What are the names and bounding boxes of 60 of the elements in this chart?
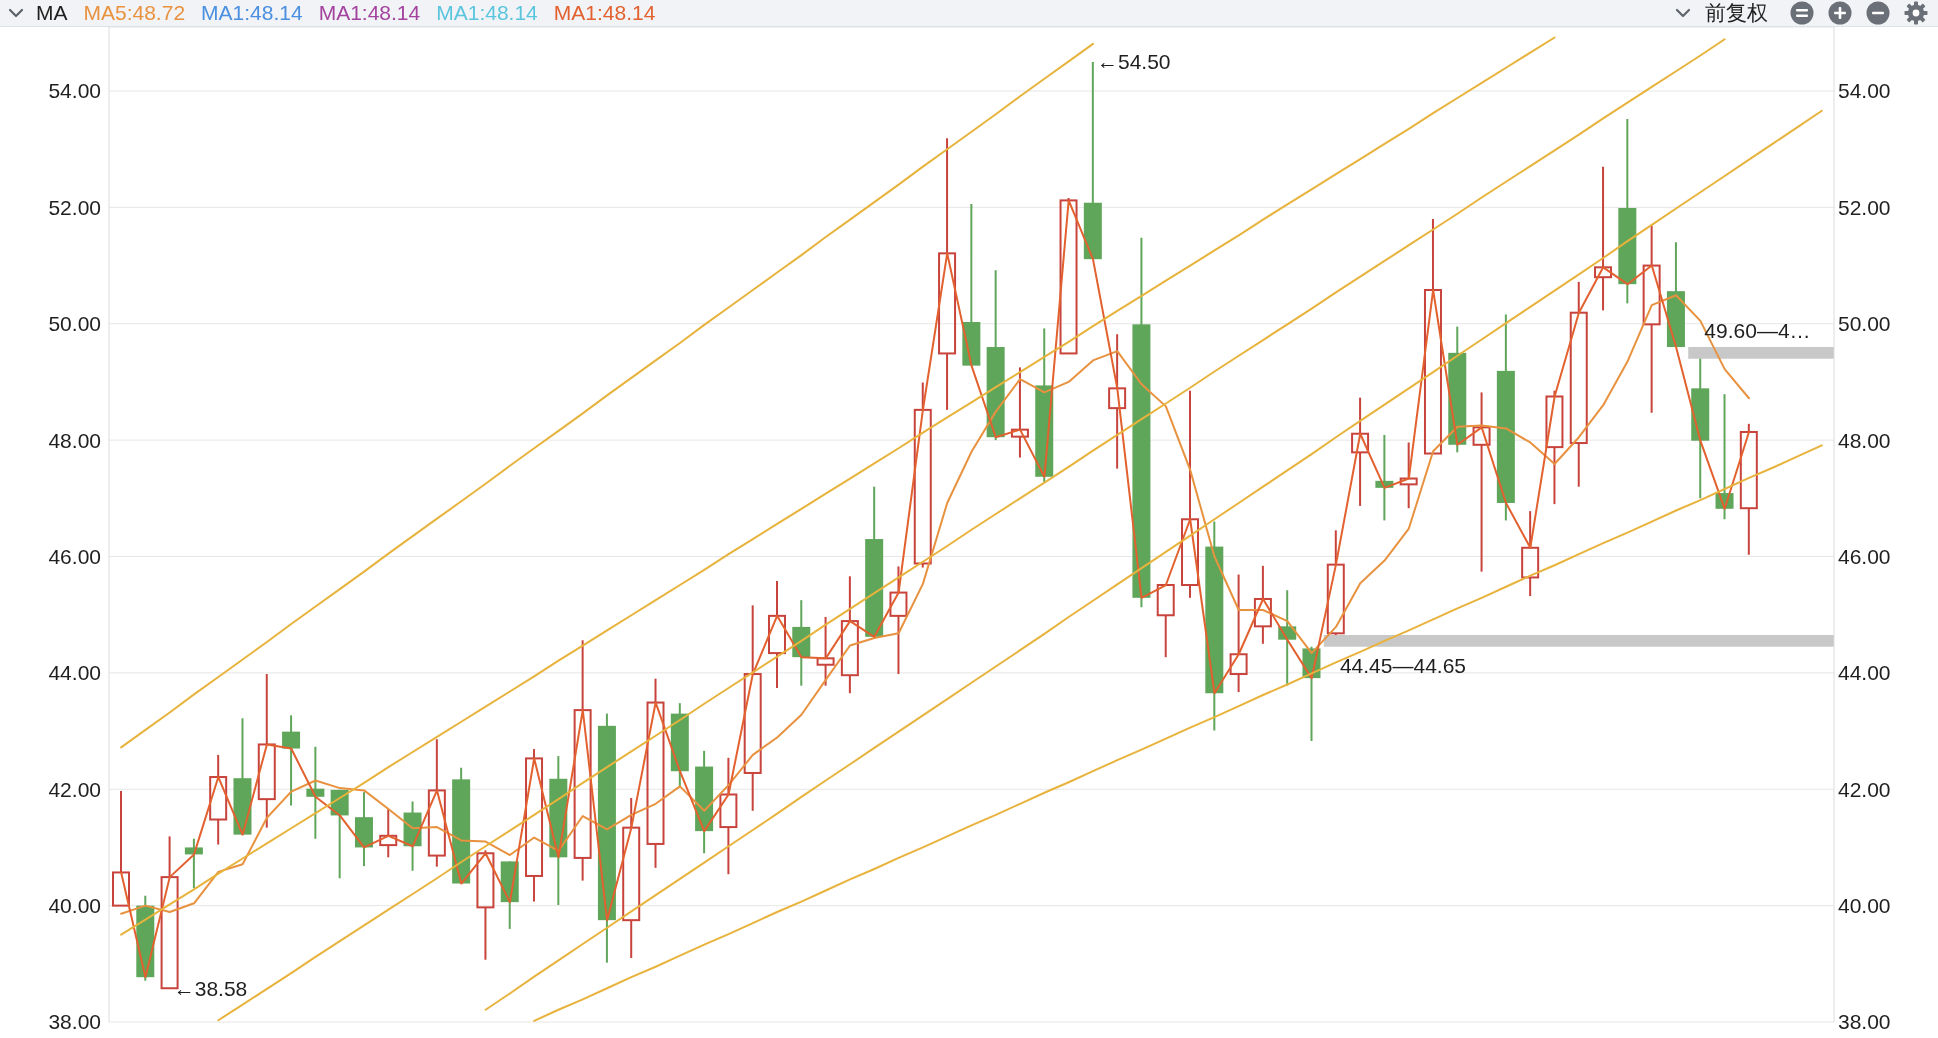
y2-tick-label: 46.00 (1838, 544, 1891, 568)
y-tick-label: 44.00 (48, 661, 101, 685)
candlestick (913, 381, 932, 569)
candlestick (1229, 573, 1248, 694)
y-tick-label: 50.00 (48, 312, 101, 336)
candlestick (1351, 396, 1370, 507)
candlestick (257, 673, 276, 829)
candlestick (622, 796, 641, 959)
y-tick-label: 48.00 (48, 428, 101, 452)
legend-label: MA1:48.14 (201, 1, 303, 25)
line-series (484, 109, 1823, 1011)
candlestick (282, 714, 301, 807)
candlestick (1472, 391, 1491, 573)
y2-tick-label: 50.00 (1838, 312, 1891, 336)
band-label: 44.45—44.65 (1339, 653, 1467, 677)
candlestick (1594, 165, 1613, 312)
y-tick-label: 40.00 (48, 894, 101, 918)
legend-label: MA1:48.14 (318, 1, 421, 25)
y-tick-label: 54.00 (48, 79, 101, 103)
candlestick (1569, 280, 1588, 488)
line-series (120, 36, 1556, 936)
candlestick (889, 565, 908, 676)
candlestick (1010, 366, 1029, 459)
y2-tick-label: 38.00 (1838, 1010, 1891, 1034)
candlestick (427, 738, 446, 868)
candlestick (1399, 441, 1418, 510)
candlestick (1642, 224, 1661, 414)
text: MA5:48.72 (83, 1, 186, 25)
candlestick (1521, 510, 1540, 598)
y-tick-label: 52.00 (48, 195, 101, 219)
candlestick (938, 137, 957, 411)
candlestick (1108, 333, 1127, 470)
y2-tick-label: 42.00 (1838, 777, 1891, 801)
candlestick (1253, 564, 1272, 645)
y-tick-label: 42.00 (48, 777, 101, 801)
legend-title: MA (36, 1, 68, 25)
y2-tick-label: 54.00 (1838, 79, 1891, 103)
legend-label: MA1:48.14 (436, 1, 538, 25)
candlestick (816, 616, 835, 687)
candlestick (743, 604, 762, 812)
text: 前复权 (1705, 0, 1768, 26)
candlestick (840, 575, 859, 695)
candlestick (767, 579, 786, 690)
annotation: ←38.58 (173, 976, 248, 1000)
candlestick (1181, 389, 1200, 599)
y2-tick-label: 52.00 (1838, 195, 1891, 219)
line-series (533, 444, 1823, 1022)
y2-tick-label: 44.00 (1838, 661, 1891, 685)
line-series (120, 42, 1094, 749)
candlestick (209, 753, 228, 846)
y-tick-label: 46.00 (48, 544, 101, 568)
text: MA1:48.14 (553, 1, 656, 25)
candlestick (646, 677, 665, 869)
annotation: ←54.50 (1096, 50, 1171, 74)
candlestick (573, 639, 592, 882)
y2-tick-label: 40.00 (1838, 894, 1891, 918)
y-tick-label: 38.00 (48, 1010, 101, 1034)
candlestick (719, 756, 738, 876)
candlestick (379, 808, 398, 859)
y2-tick-label: 48.00 (1838, 428, 1891, 452)
